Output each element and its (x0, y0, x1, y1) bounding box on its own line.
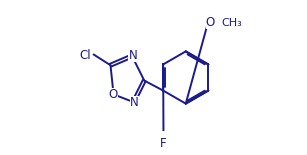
Text: O: O (109, 88, 118, 101)
Text: N: N (128, 49, 137, 62)
Text: O: O (206, 16, 215, 29)
Text: Cl: Cl (80, 49, 91, 62)
Text: CH₃: CH₃ (222, 18, 243, 28)
Text: N: N (130, 96, 139, 109)
Text: F: F (160, 137, 167, 150)
